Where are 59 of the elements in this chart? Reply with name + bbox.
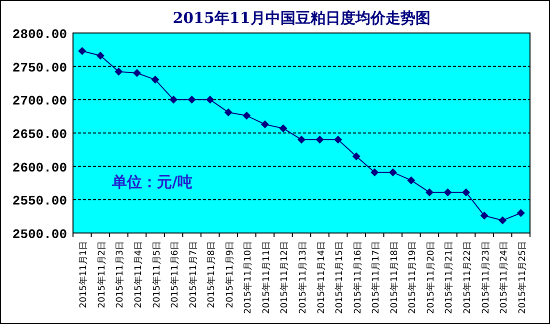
x-tick-label: 2015年11月2日: [96, 241, 108, 308]
point: [298, 136, 306, 144]
point: [260, 120, 269, 128]
point: [407, 176, 416, 184]
x-tick-label: 2015年11月19日: [407, 241, 418, 314]
point: [444, 188, 452, 196]
point: [425, 188, 434, 196]
x-tick-label: 2015年11月12日: [279, 241, 290, 314]
y-tick-label: 2650.00: [12, 127, 68, 142]
x-tick-label: 2015年11月5日: [151, 241, 162, 308]
x-tick-label: 2015年11月16日: [352, 241, 364, 314]
x-tick-label: 2015年11月22日: [462, 241, 474, 314]
y-tick-label: 2800.00: [12, 27, 68, 42]
point: [316, 136, 324, 144]
point: [352, 152, 360, 160]
x-tick-label: 2015年11月3日: [114, 241, 126, 308]
x-tick-label: 2015年11月11日: [260, 241, 272, 314]
y-tick-label: 2700.00: [12, 94, 68, 109]
point: [242, 112, 251, 120]
point: [279, 124, 288, 132]
point: [188, 96, 196, 104]
annotation: 单位：元/吨: [111, 173, 192, 191]
y-tick-label: 2500.00: [12, 227, 68, 242]
point: [151, 76, 160, 84]
point: [480, 212, 488, 220]
x-tick-label: 2015年11月8日: [206, 241, 218, 308]
point: [224, 108, 232, 116]
x-tick-label: 2015年11月13日: [298, 241, 308, 314]
x-tick-label: 2015年11月15日: [334, 241, 346, 314]
x-tick-label: 2015年11月17日: [370, 241, 382, 314]
point: [388, 168, 397, 176]
x-tick-label: 2015年11月7日: [188, 241, 199, 308]
point: [334, 136, 342, 144]
x-tick-label: 2015年11月24日: [498, 241, 510, 314]
x-tick-label: 2015年11月10日: [242, 241, 254, 314]
point: [132, 69, 141, 77]
point: [78, 47, 86, 55]
y-tick-label: 2600.00: [12, 160, 68, 176]
point: [516, 209, 525, 217]
chart-title: 2015年11月中国豆粕日度均价走势图: [172, 9, 430, 27]
point: [206, 96, 214, 104]
x-tick-label: 2015年11月1日: [78, 241, 90, 308]
x-tick-label: 2015年11月23日: [480, 241, 492, 314]
point: [462, 188, 470, 196]
point: [498, 216, 507, 224]
x-tick-label: 2015年11月14日: [316, 241, 327, 314]
x-tick-label: 2015年11月25日: [516, 241, 528, 314]
point: [370, 168, 379, 176]
x-tick-label: 2015年11月9日: [224, 241, 236, 308]
point: [96, 52, 104, 60]
y-tick-label: 2750.00: [12, 60, 68, 76]
x-tick-label: 2015年11月21日: [444, 241, 455, 314]
y-tick-label: 2550.00: [12, 194, 68, 209]
point: [114, 68, 123, 76]
x-tick-label: 2015年11月4日: [132, 241, 144, 308]
x-tick-label: 2015年11月6日: [170, 241, 181, 308]
x-tick-label: 2015年11月18日: [388, 241, 400, 314]
point: [170, 96, 178, 104]
x-tick-label: 2015年11月20日: [425, 241, 436, 314]
